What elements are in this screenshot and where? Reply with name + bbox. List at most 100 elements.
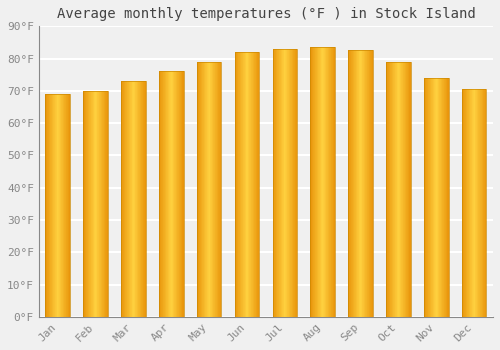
Bar [173,71,174,317]
Bar [257,52,258,317]
Bar [197,62,198,317]
Bar [160,71,161,317]
Bar [391,62,392,317]
Bar [402,62,404,317]
Bar [275,49,276,317]
Bar [209,62,210,317]
Bar [277,49,278,317]
Bar [400,62,401,317]
Bar [355,50,356,317]
Bar [164,71,165,317]
Bar [87,91,88,317]
Bar [129,81,130,317]
Bar [427,78,428,317]
Bar [93,91,94,317]
Bar [59,94,60,317]
Bar [435,78,436,317]
Bar [466,89,468,317]
Bar [389,62,390,317]
Bar [388,62,389,317]
Bar [183,71,184,317]
Bar [65,94,66,317]
Bar [401,62,402,317]
Bar [214,62,216,317]
Bar [349,50,350,317]
Bar [57,94,58,317]
Bar [274,49,275,317]
Bar [162,71,164,317]
Bar [406,62,407,317]
Bar [46,94,70,317]
Bar [103,91,104,317]
Bar [124,81,125,317]
Bar [249,52,250,317]
Bar [121,81,122,317]
Bar [252,52,253,317]
Bar [465,89,466,317]
Bar [49,94,50,317]
Bar [438,78,440,317]
Bar [468,89,469,317]
Bar [332,47,333,317]
Bar [50,94,51,317]
Bar [289,49,290,317]
Bar [474,89,476,317]
Bar [444,78,445,317]
Bar [364,50,365,317]
Bar [313,47,314,317]
Bar [314,47,316,317]
Bar [290,49,291,317]
Bar [128,81,129,317]
Bar [84,91,85,317]
Bar [470,89,471,317]
Bar [206,62,208,317]
Bar [446,78,448,317]
Bar [46,94,48,317]
Bar [405,62,406,317]
Bar [177,71,178,317]
Bar [329,47,330,317]
Bar [333,47,334,317]
Bar [276,49,277,317]
Bar [409,62,410,317]
Bar [426,78,427,317]
Bar [327,47,328,317]
Bar [393,62,394,317]
Bar [221,62,222,317]
Bar [478,89,479,317]
Bar [175,71,176,317]
Bar [256,52,257,317]
Bar [480,89,481,317]
Bar [254,52,255,317]
Bar [484,89,485,317]
Bar [286,49,288,317]
Bar [441,78,442,317]
Bar [322,47,324,317]
Bar [258,52,260,317]
Bar [324,47,325,317]
Bar [326,47,327,317]
Bar [437,78,438,317]
Bar [370,50,371,317]
Bar [88,91,89,317]
Bar [350,50,352,317]
Bar [250,52,252,317]
Bar [106,91,108,317]
Bar [211,62,212,317]
Bar [310,47,311,317]
Bar [253,52,254,317]
Bar [176,71,177,317]
Bar [61,94,62,317]
Bar [101,91,102,317]
Bar [273,49,274,317]
Bar [485,89,486,317]
Bar [134,81,136,317]
Bar [168,71,169,317]
Bar [319,47,320,317]
Bar [142,81,144,317]
Bar [58,94,59,317]
Bar [48,94,49,317]
Bar [386,62,410,317]
Bar [210,62,211,317]
Bar [94,91,95,317]
